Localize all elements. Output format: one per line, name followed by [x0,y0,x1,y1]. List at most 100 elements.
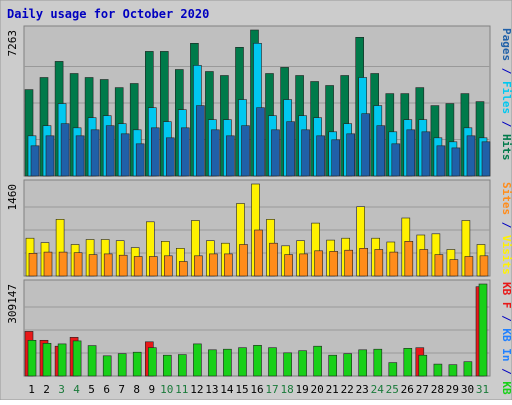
bar [90,129,100,177]
bar [346,133,356,177]
bar [268,347,277,377]
bar [298,350,307,377]
bar [329,251,339,277]
bar [463,361,473,377]
bar [449,259,459,277]
legend-entry: Visits [500,235,512,275]
bar [117,353,127,377]
x-tick-label: 11 [175,383,188,396]
legend-entry: KB F [500,282,512,309]
panel-top-legend: Pages / Files / Hits [500,28,512,161]
x-tick-label: 4 [73,383,80,396]
series-pages [30,105,491,177]
legend-entry: KB Out [500,381,512,400]
bar [239,244,248,277]
bar [151,127,160,177]
x-tick-label: 25 [386,383,399,396]
bar [181,127,190,177]
panel-top-max-label: 7263 [6,30,19,57]
bar [299,253,308,277]
x-tick-label: 18 [280,383,293,396]
legend-entry: Pages [500,28,512,61]
bar [105,125,115,177]
bar [404,241,414,277]
bar [421,131,431,177]
bar [286,121,295,177]
bar [253,344,262,377]
legend-entry: / [500,61,512,81]
bar [316,135,325,177]
bar [120,133,130,177]
bar [331,139,341,177]
panel-bot-max-label: 309147 [6,284,19,324]
bar [479,255,489,277]
bar [256,107,265,177]
bar [343,353,353,377]
x-tick-label: 26 [401,383,414,396]
bar [314,250,323,277]
bar [164,255,173,277]
bar [223,348,232,377]
bar [27,339,37,377]
x-tick-label: 21 [326,383,339,396]
legend-entry: / [500,215,512,235]
x-tick-label: 17 [265,383,278,396]
x-tick-label: 9 [148,383,155,396]
bar [313,345,322,377]
x-tick-label: 5 [88,383,95,396]
x-tick-label: 15 [235,383,248,396]
bar [118,254,128,277]
x-tick-label: 1 [28,383,35,396]
bar [419,249,429,277]
legend-entry: / [500,362,512,382]
x-tick-label: 19 [295,383,308,396]
bar [88,254,98,277]
bar [58,251,68,277]
bar [42,342,52,377]
bar [359,248,369,277]
bar [451,147,461,177]
x-tick-label: 7 [118,383,125,396]
bar [166,137,175,177]
bar [374,249,384,277]
bar [43,251,53,277]
x-tick-label: 12 [190,383,203,396]
x-axis-labels: 1 2 3 4 5 6 7 8 9 10 11 12 13 14 15 16 17 18 19 20 21 22 23 24 2… [28,383,489,396]
series-sites [28,229,489,277]
x-tick-label: 20 [310,383,323,396]
bar [436,145,446,177]
bar [72,340,82,377]
bar [194,255,203,277]
bar [196,105,205,177]
x-tick-label: 31 [476,383,489,396]
bar [132,351,142,377]
bar [389,251,399,277]
panel-top: 7263 Pages / Files / Hits [6,25,512,177]
bar [376,125,386,177]
x-tick-label: 16 [250,383,263,396]
panel-mid-max-label: 1460 [6,184,19,211]
bar [269,242,278,277]
legend-entry: Files [500,81,512,114]
bar [87,345,97,377]
bar [406,129,416,177]
bar [241,125,250,177]
bar [434,254,444,277]
bar [133,256,143,277]
chart-title: Daily usage for October 2020 [7,7,209,21]
legend-entry: Hits [500,134,512,161]
panel-mid-legend: Sites / Visits [500,182,512,275]
bar [208,349,217,377]
bar [73,252,83,277]
bar [193,343,202,377]
bar [45,135,55,177]
bar [102,355,112,377]
x-tick-label: 29 [446,383,459,396]
bar [328,354,338,377]
x-tick-label: 3 [58,383,65,396]
bar [178,354,187,377]
series-kbytes [27,283,488,377]
bar [60,123,70,177]
